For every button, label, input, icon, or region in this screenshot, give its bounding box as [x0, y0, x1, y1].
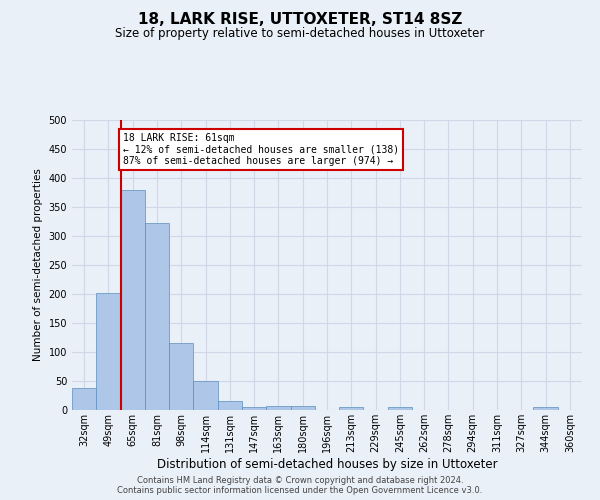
Bar — [218, 402, 242, 410]
Bar — [242, 407, 266, 410]
Bar — [121, 190, 145, 410]
Bar — [266, 406, 290, 410]
Text: 18 LARK RISE: 61sqm
← 12% of semi-detached houses are smaller (138)
87% of semi-: 18 LARK RISE: 61sqm ← 12% of semi-detach… — [123, 133, 399, 166]
Bar — [72, 388, 96, 410]
Text: 18, LARK RISE, UTTOXETER, ST14 8SZ: 18, LARK RISE, UTTOXETER, ST14 8SZ — [138, 12, 462, 28]
Y-axis label: Number of semi-detached properties: Number of semi-detached properties — [33, 168, 43, 362]
Bar — [96, 293, 121, 410]
Bar — [169, 344, 193, 410]
Text: Contains HM Land Registry data © Crown copyright and database right 2024.: Contains HM Land Registry data © Crown c… — [137, 476, 463, 485]
Bar — [290, 406, 315, 410]
Text: Size of property relative to semi-detached houses in Uttoxeter: Size of property relative to semi-detach… — [115, 28, 485, 40]
Text: Contains public sector information licensed under the Open Government Licence v3: Contains public sector information licen… — [118, 486, 482, 495]
Bar — [388, 407, 412, 410]
X-axis label: Distribution of semi-detached houses by size in Uttoxeter: Distribution of semi-detached houses by … — [157, 458, 497, 470]
Bar — [533, 407, 558, 410]
Bar — [339, 407, 364, 410]
Bar — [193, 381, 218, 410]
Bar — [145, 223, 169, 410]
